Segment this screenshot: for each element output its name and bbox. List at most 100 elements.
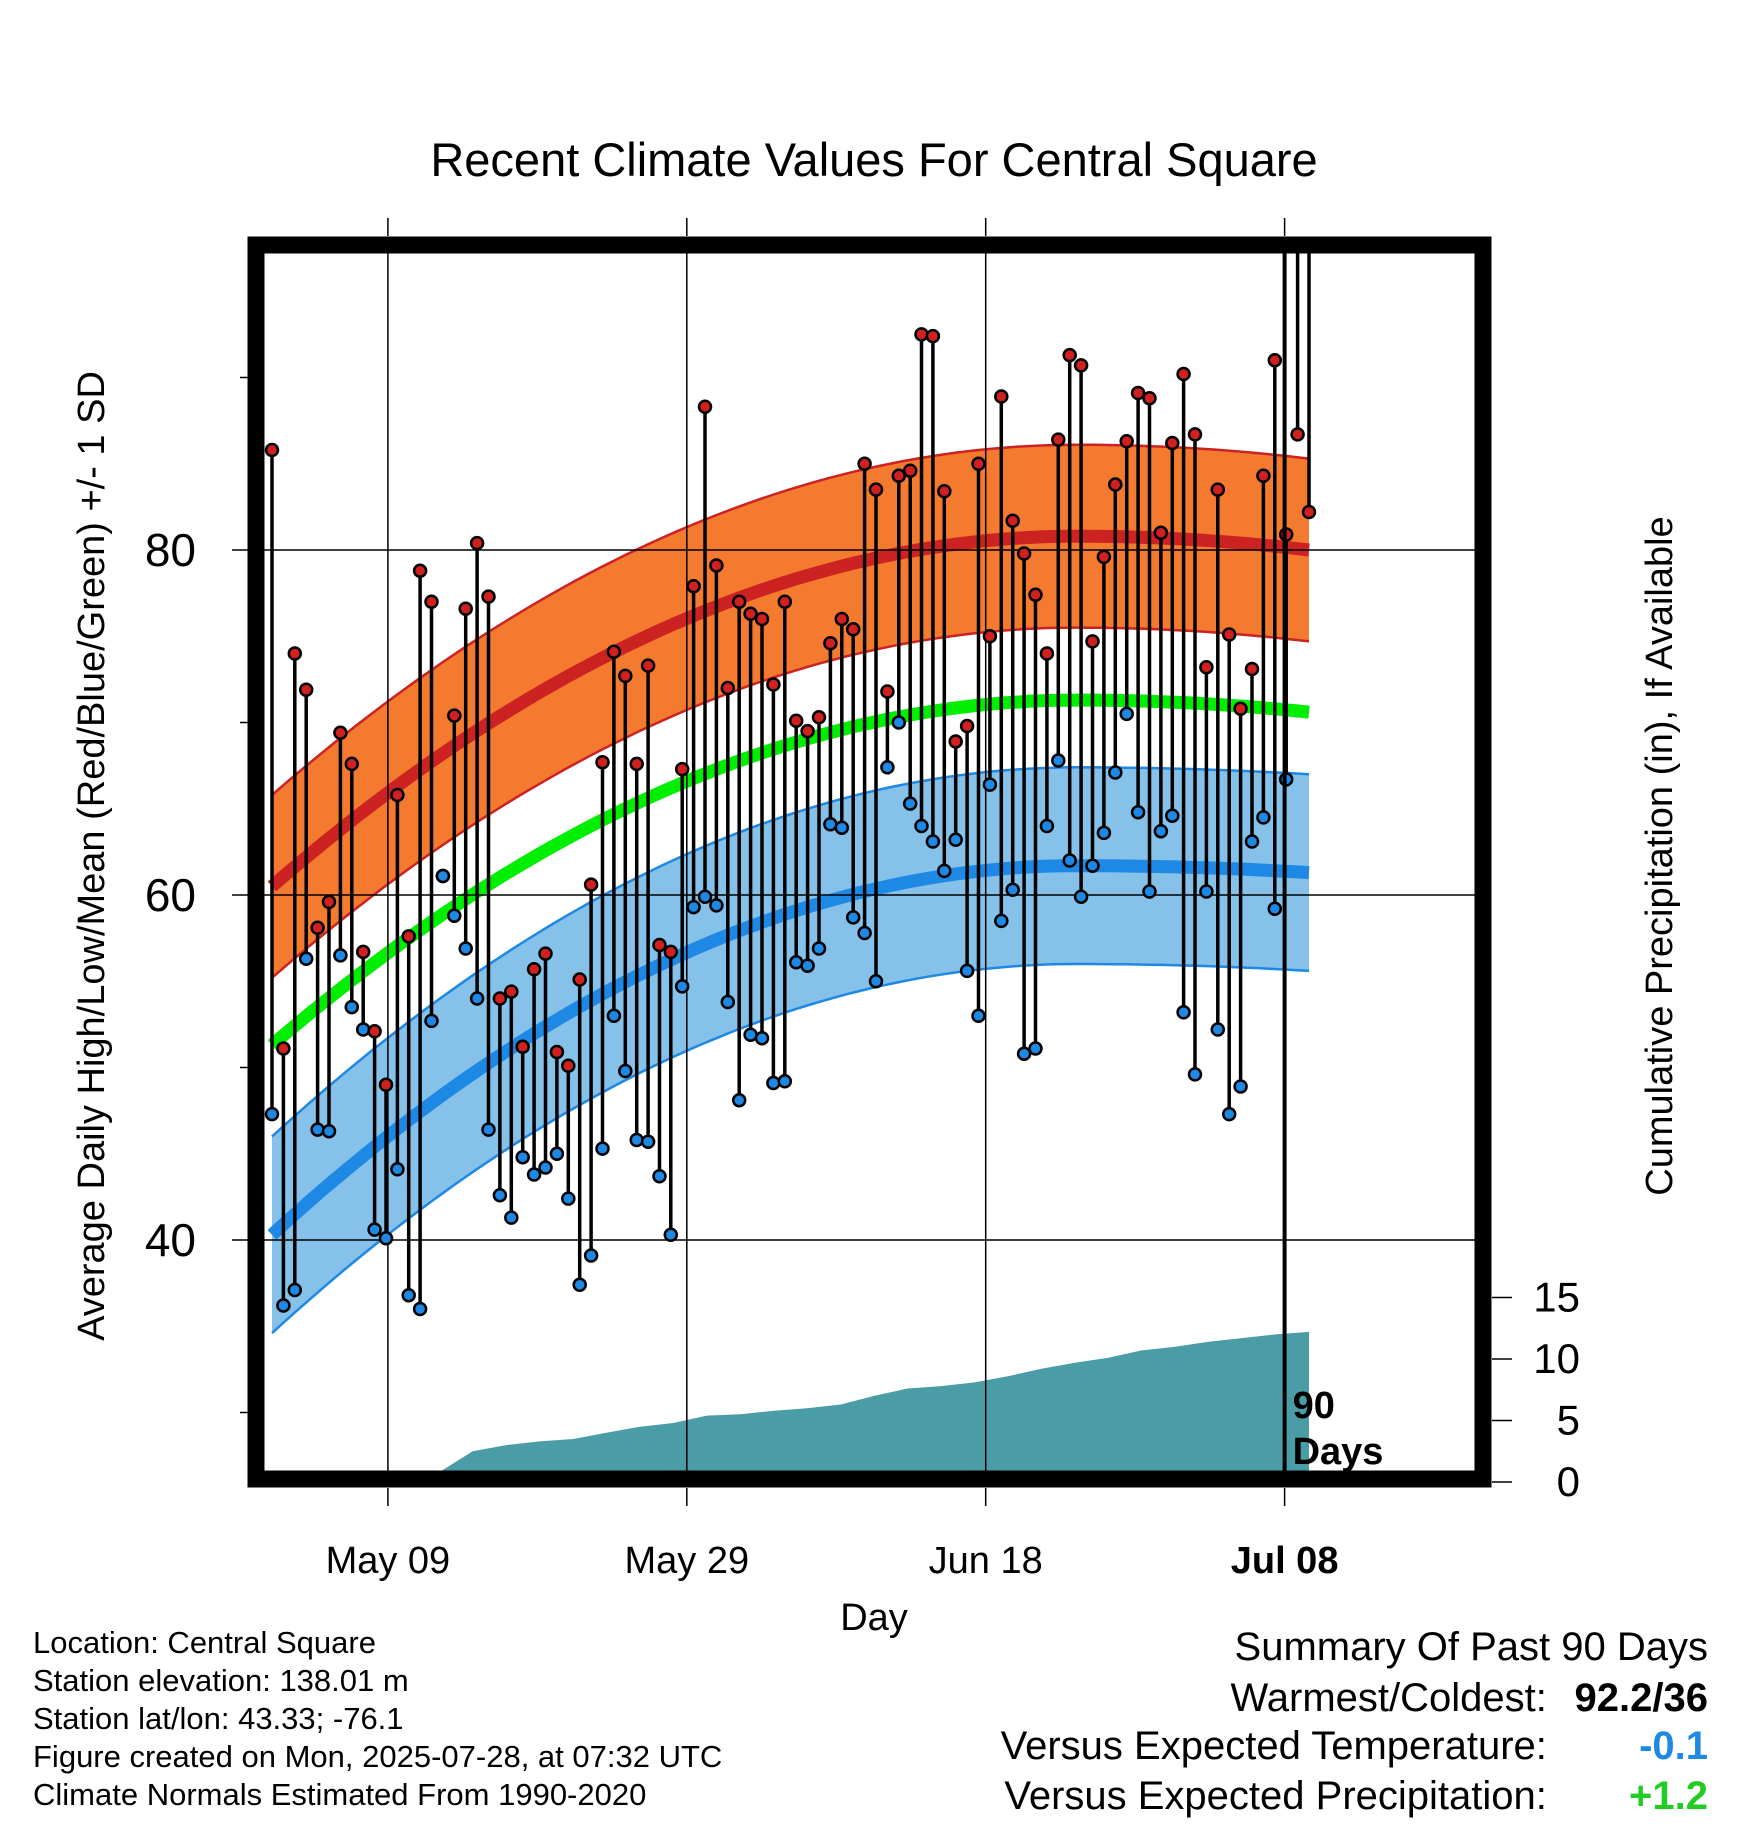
daily-high-point xyxy=(640,658,656,673)
daily-high-point xyxy=(355,944,371,960)
daily-low-point xyxy=(1165,808,1180,823)
daily-low-point xyxy=(1199,884,1214,899)
daily-low-point xyxy=(1292,0,1304,6)
daily-low-point xyxy=(515,1149,530,1165)
daily-high-point xyxy=(595,754,610,770)
daily-low-point xyxy=(504,1210,519,1225)
summary-warm-cold: Warmest/Coldest: 92.2/36 xyxy=(1230,1676,1709,1720)
daily-low-point xyxy=(412,1301,428,1317)
daily-high-point xyxy=(1108,477,1123,492)
daily-high-point xyxy=(857,456,872,472)
daily-high-point xyxy=(674,761,690,777)
daily-low-point xyxy=(1085,858,1100,873)
precip-label: Versus Expected Precipitation: xyxy=(1004,1774,1547,1818)
daily-high-point xyxy=(344,756,360,772)
daily-high-point xyxy=(754,611,770,627)
daily-low-point xyxy=(1108,765,1123,780)
daily-low-point xyxy=(1221,1106,1237,1122)
daily-high-point xyxy=(538,946,553,961)
daily-high-point xyxy=(378,1077,394,1093)
daily-low-point xyxy=(572,1277,587,1293)
daily-high-point xyxy=(549,1044,565,1060)
x-tick-label: May 29 xyxy=(624,1540,749,1582)
daily-high-point xyxy=(1028,587,1043,603)
daily-high-point xyxy=(1142,390,1157,406)
daily-low-point xyxy=(1096,825,1112,841)
daily-high-point xyxy=(618,668,633,684)
axes: May 09 May 29 Jun 18 Jul 08 40 60 80 0 5 10 15 xyxy=(145,218,1580,1582)
daily-low-point xyxy=(321,1124,337,1139)
daily-high-point xyxy=(264,442,280,458)
coldest-value: 36 xyxy=(1663,1676,1709,1720)
daily-low-point xyxy=(697,889,713,904)
daily-high-point xyxy=(811,710,827,725)
daily-high-point xyxy=(401,929,416,944)
daily-high-point xyxy=(1176,366,1191,382)
daily-low-point xyxy=(1130,804,1146,820)
daily-high-point xyxy=(1096,549,1112,565)
daily-low-point xyxy=(868,974,884,989)
x-axis-label: Day xyxy=(840,1597,908,1639)
normal-high-band xyxy=(272,444,1309,978)
daily-high-point xyxy=(1256,468,1271,484)
daily-low-point xyxy=(390,1162,405,1177)
daily-high-point xyxy=(743,606,758,622)
y-tick-label: 40 xyxy=(145,1214,196,1266)
daily-high-point xyxy=(1073,358,1089,373)
temp-label: Versus Expected Temperature: xyxy=(1000,1724,1547,1768)
summary-precip: Versus Expected Precipitation: +1.2 xyxy=(1004,1774,1708,1819)
daily-high-point xyxy=(1085,634,1100,649)
daily-low-point xyxy=(1119,706,1134,722)
daily-low-point xyxy=(891,715,907,730)
daily-low-point xyxy=(1256,810,1271,825)
daily-high-point xyxy=(800,723,815,739)
daily-low-point xyxy=(1187,1067,1203,1082)
daily-high-point xyxy=(606,644,622,660)
normal-high-band-lower-edge xyxy=(271,626,1310,979)
daily-low-point xyxy=(971,1008,986,1024)
daily-low-point xyxy=(561,1191,576,1206)
plot-frame xyxy=(247,236,1492,1488)
daily-low-point xyxy=(1142,884,1157,899)
daily-low-point xyxy=(526,1167,542,1182)
daily-high-point xyxy=(629,756,644,772)
daily-low-point xyxy=(481,1122,496,1137)
daily-low-point xyxy=(766,1075,781,1091)
normal-mean-line xyxy=(267,693,1310,1051)
daily-low-point xyxy=(800,958,815,973)
x-tick-label: Jul 08 xyxy=(1231,1540,1339,1582)
cumulative-precipitation-area xyxy=(439,1331,1309,1472)
daily-low-point xyxy=(720,994,736,1010)
daily-high-point xyxy=(1153,525,1169,541)
daily-high-point xyxy=(731,594,747,610)
daily-low-point xyxy=(1210,1022,1226,1037)
daily-low-point xyxy=(355,1022,371,1037)
normal-low-band-lower-edge xyxy=(271,962,1310,1335)
daily-high-point xyxy=(1005,513,1020,528)
daily-low-point xyxy=(811,941,827,956)
daily-high-point xyxy=(652,937,667,953)
daily-high-point xyxy=(994,389,1009,404)
latlon-text: Station lat/lon: 43.33; -76.1 xyxy=(33,1701,404,1736)
daily-low-point xyxy=(618,1063,633,1079)
daily-low-point xyxy=(1016,1046,1032,1061)
daily-high-point xyxy=(1199,660,1214,675)
daily-high-point xyxy=(1130,385,1146,401)
y2-tick-label: 10 xyxy=(1533,1335,1580,1382)
daily-high-point xyxy=(276,1041,291,1056)
today-marker-label: 90 xyxy=(1293,1385,1335,1427)
daily-low-point xyxy=(709,898,724,913)
daily-high-point xyxy=(481,589,496,604)
summary-temp: Versus Expected Temperature: -0.1 xyxy=(1001,1724,1708,1769)
daily-high-point xyxy=(469,535,485,551)
summary-title: Summary Of Past 90 Days xyxy=(1234,1625,1708,1669)
chart-title: Recent Climate Values For Central Square xyxy=(430,133,1317,186)
daily-low-point xyxy=(959,963,975,979)
daily-low-point xyxy=(469,991,485,1006)
daily-high-point xyxy=(447,708,462,723)
daily-high-point xyxy=(823,635,838,651)
daily-high-point xyxy=(834,611,850,627)
daily-low-point xyxy=(1039,818,1055,834)
precip-value: +1.2 xyxy=(1629,1774,1708,1818)
